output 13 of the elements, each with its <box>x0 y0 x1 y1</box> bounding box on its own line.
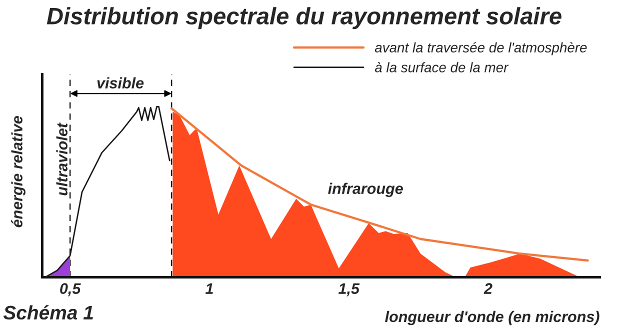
y-axis-title: énergie relative <box>11 116 26 228</box>
x-tick-label: 1 <box>205 283 213 294</box>
x-axis-title: longueur d'onde (en microns) <box>385 310 600 326</box>
legend-label: à la surface de la mer <box>374 62 509 72</box>
annotation: infrarouge <box>328 182 403 198</box>
annotation: ultraviolet <box>56 122 68 196</box>
text: visible <box>97 77 144 88</box>
text: Schéma 1 <box>3 305 93 320</box>
x-tick-label: 1,5 <box>338 283 360 296</box>
x-tick-label: 2 <box>484 283 492 294</box>
legend-label: avant la traversée de l'atmosphère <box>374 42 587 56</box>
chart-title: Distribution spectrale du rayonnement solaire <box>46 7 562 30</box>
x-tick-label: 0,5 <box>60 283 81 296</box>
